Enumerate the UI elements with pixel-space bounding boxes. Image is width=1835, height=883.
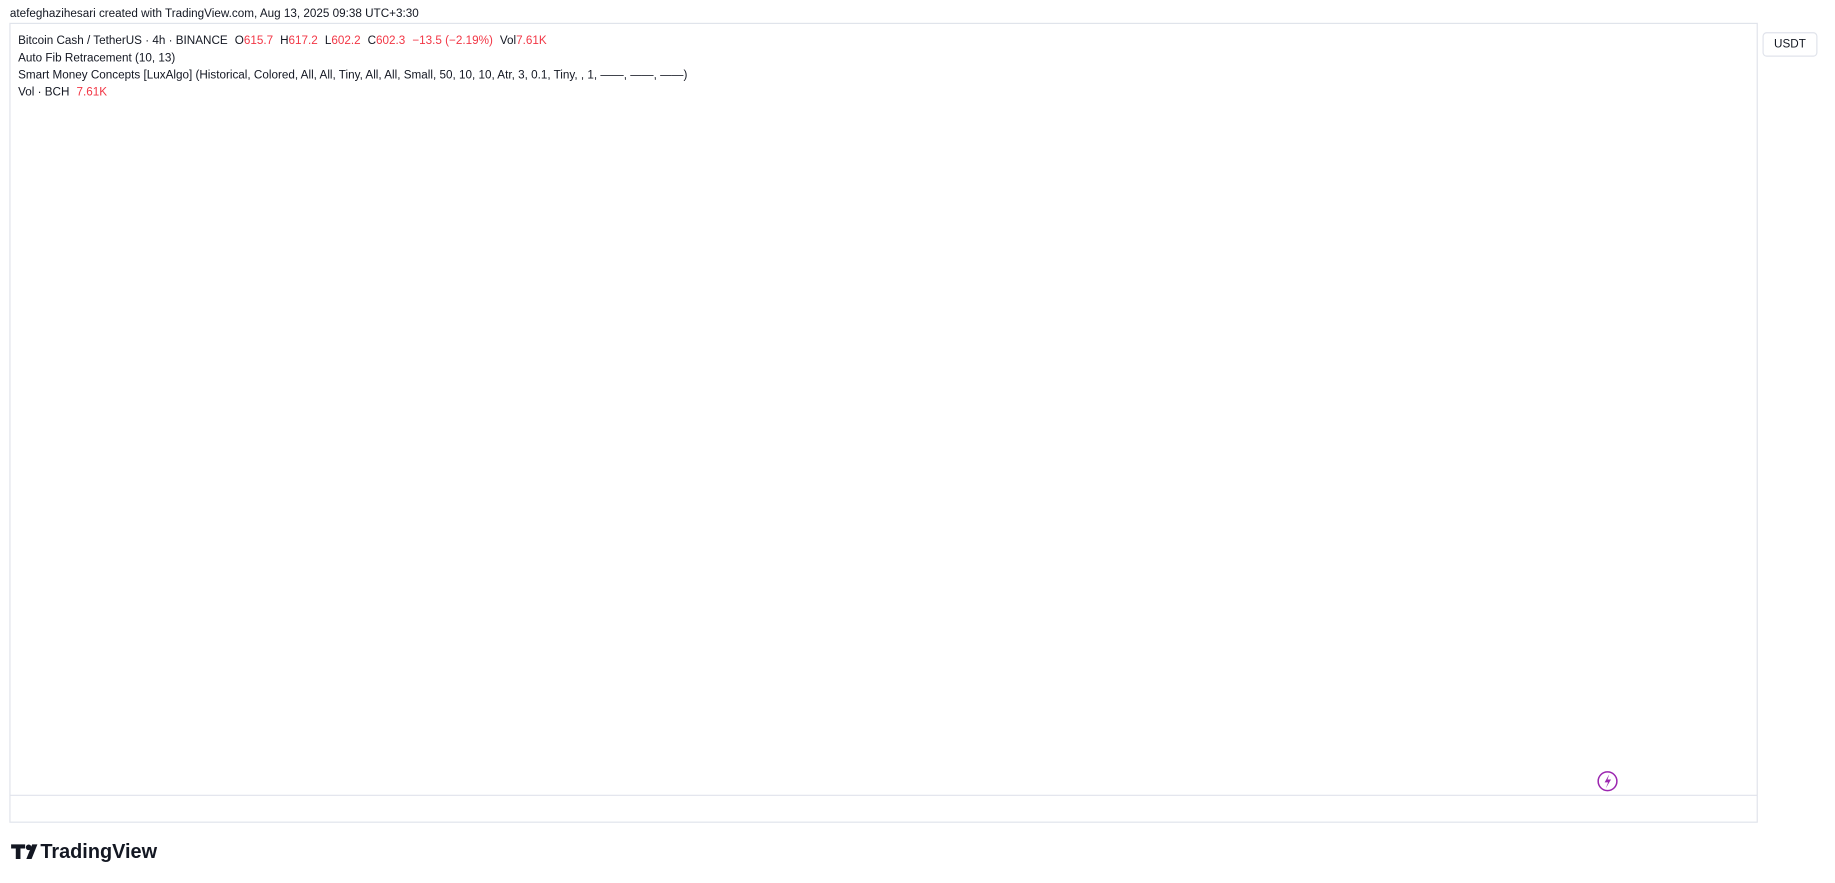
legend-item: 7.61K xyxy=(516,34,547,47)
legend-item: H xyxy=(280,34,288,47)
legend-item: 602.3 xyxy=(376,34,405,47)
legend-volume: Vol · BCH 7.61K xyxy=(18,85,107,98)
legend-main: Bitcoin Cash / TetherUS · 4h · BINANCE O6… xyxy=(18,34,547,47)
legend-item: Vol · BCH xyxy=(18,85,69,98)
currency-button[interactable] xyxy=(1762,32,1818,57)
legend-item: 615.7 xyxy=(244,34,273,47)
legend-item: 617.2 xyxy=(289,34,318,47)
legend-indicator: Smart Money Concepts [LuxAlgo] (Historic… xyxy=(18,69,687,82)
legend-item: Bitcoin Cash / TetherUS · 4h · BINANCE xyxy=(18,34,228,47)
legend-item: C xyxy=(368,34,376,47)
pane-border xyxy=(9,22,1758,823)
legend-item: −13.5 (−2.19%) xyxy=(412,34,493,47)
logo-dot xyxy=(25,844,32,851)
currency: USDT xyxy=(1774,38,1806,51)
legend-item: 7.61K xyxy=(76,85,107,98)
legend-item: 602.2 xyxy=(331,34,360,47)
legend-indicator: Auto Fib Retracement (10, 13) xyxy=(18,52,175,65)
legend-item: L xyxy=(325,34,332,47)
legend-item: Vol xyxy=(500,34,516,47)
legend-item: O xyxy=(235,34,244,47)
alert-bolt xyxy=(1604,774,1612,789)
credit: atefeghazihesari created with TradingVie… xyxy=(10,7,419,20)
branding: TradingView xyxy=(40,841,157,863)
logo: TradingView xyxy=(11,841,158,863)
